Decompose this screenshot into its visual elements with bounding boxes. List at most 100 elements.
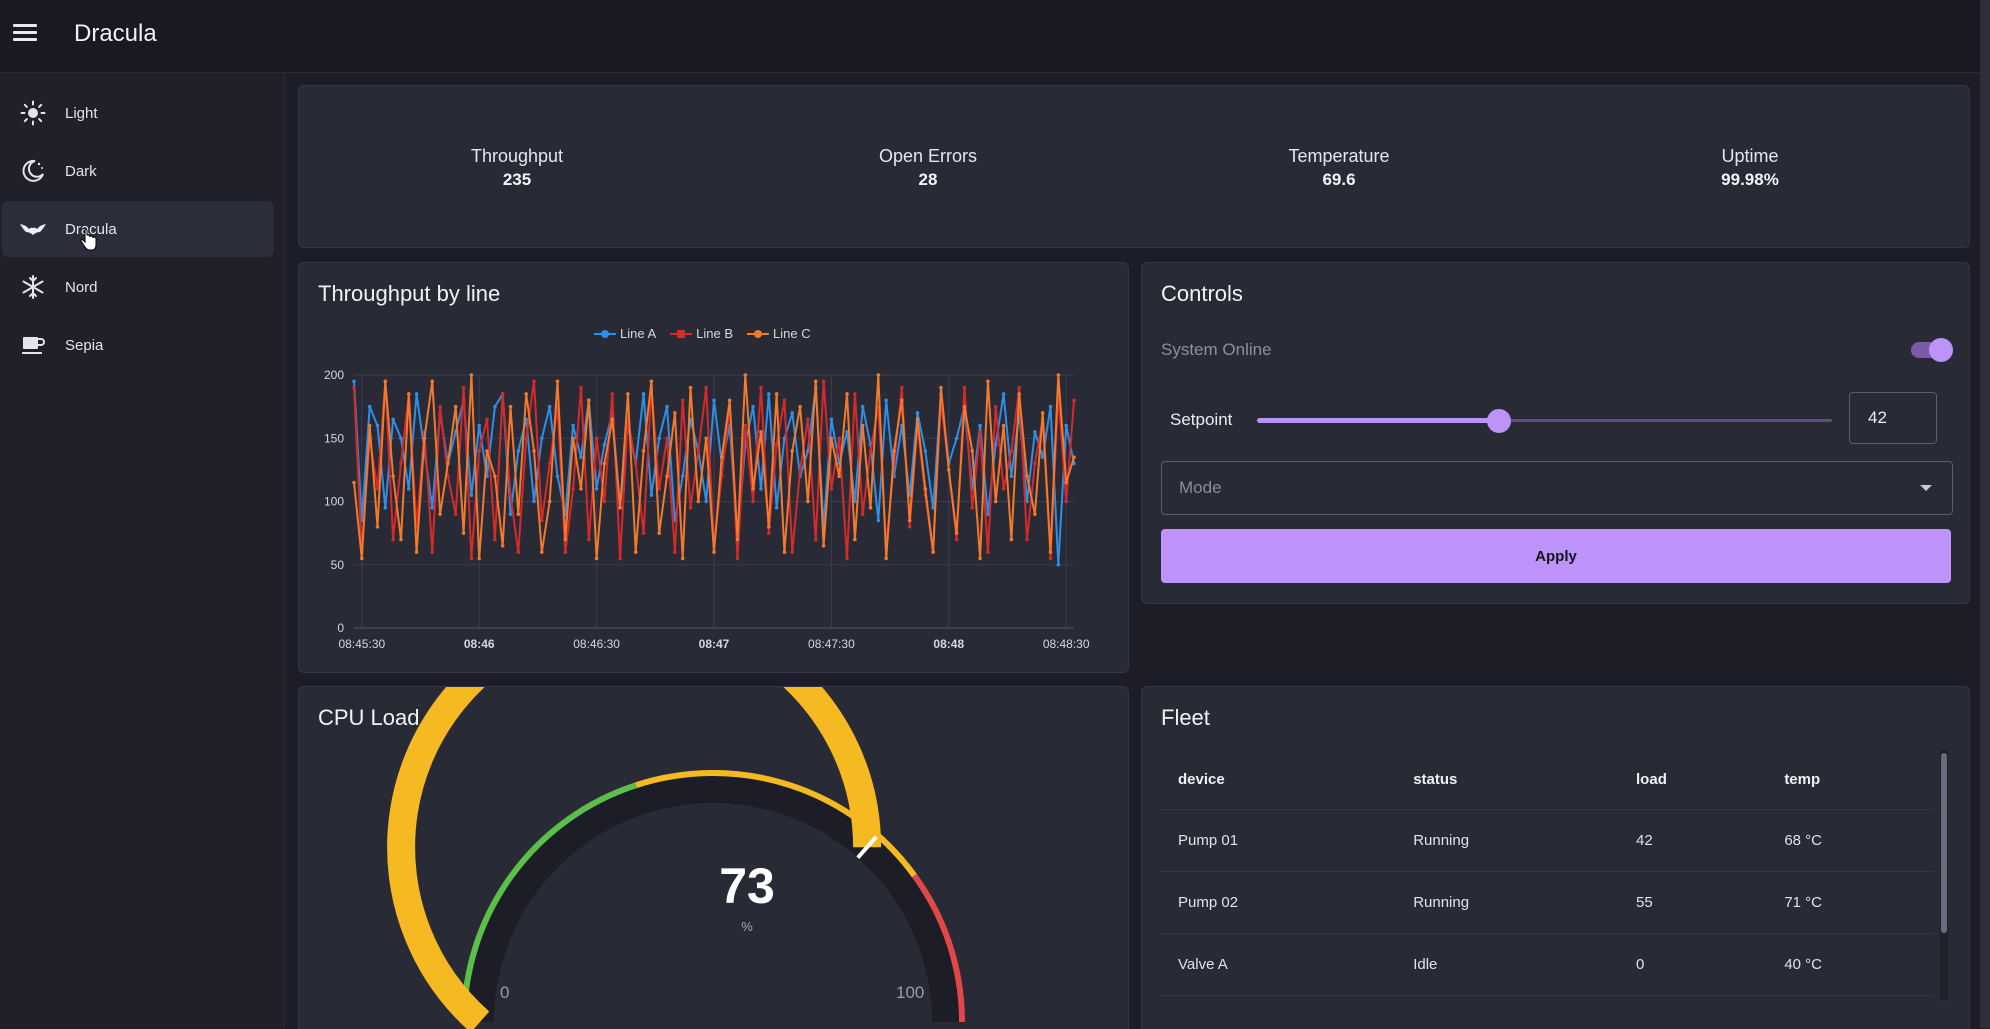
data-point xyxy=(391,537,395,542)
table-row[interactable]: Valve A Idle 0 40 °C xyxy=(1160,933,1935,996)
data-point xyxy=(430,506,435,510)
kpi-label: Throughput xyxy=(470,146,564,166)
data-point xyxy=(688,385,693,390)
data-point xyxy=(524,392,528,396)
data-point xyxy=(563,537,568,542)
data-point xyxy=(453,404,458,409)
column-header-status[interactable]: status xyxy=(1395,749,1619,810)
data-point xyxy=(555,474,560,478)
data-point xyxy=(766,392,771,396)
data-point xyxy=(759,487,763,491)
data-point xyxy=(759,385,763,390)
setpoint-slider[interactable] xyxy=(1257,409,1832,433)
legend-item-line-a[interactable]: Line A xyxy=(594,326,656,341)
apply-button[interactable]: Apply xyxy=(1161,529,1951,583)
gauge-band xyxy=(911,873,965,1023)
data-point xyxy=(806,499,810,504)
sidebar-item-dark[interactable]: Dark xyxy=(2,143,274,199)
data-point xyxy=(422,436,427,441)
data-point xyxy=(821,379,826,384)
data-point xyxy=(790,449,795,453)
data-point xyxy=(946,468,951,472)
column-header-load[interactable]: load xyxy=(1618,749,1767,810)
data-point xyxy=(540,550,544,554)
data-point xyxy=(1001,423,1006,428)
legend-swatch xyxy=(670,329,693,339)
sidebar-item-nord[interactable]: Nord xyxy=(2,259,274,315)
setpoint-input[interactable] xyxy=(1849,392,1937,444)
data-point xyxy=(1048,404,1053,409)
sidebar-item-sepia[interactable]: Sepia xyxy=(2,317,274,373)
system-online-toggle[interactable] xyxy=(1911,338,1953,362)
y-tick-label: 200 xyxy=(324,368,344,382)
table-scrollbar[interactable] xyxy=(1940,749,1948,1001)
legend-item-line-b[interactable]: Line B xyxy=(670,326,733,341)
data-point xyxy=(751,487,755,491)
menu-icon[interactable] xyxy=(13,24,37,42)
column-header-device[interactable]: device xyxy=(1160,749,1396,810)
cell-load: 0 xyxy=(1618,933,1767,996)
data-point xyxy=(813,537,818,542)
data-point xyxy=(900,398,904,403)
data-point xyxy=(414,550,419,554)
data-point xyxy=(680,556,685,561)
fleet-card: Fleet device status load temp Pump 01 Ru… xyxy=(1141,686,1970,1029)
data-point xyxy=(696,449,701,453)
data-point xyxy=(813,379,818,384)
data-point xyxy=(798,468,802,472)
data-point xyxy=(641,392,646,396)
sidebar-item-label: Nord xyxy=(65,278,98,296)
data-point xyxy=(1017,392,1022,396)
pointer-cursor-icon xyxy=(80,229,97,251)
legend-item-line-c[interactable]: Line C xyxy=(747,326,811,341)
data-point xyxy=(704,436,708,441)
data-point xyxy=(586,537,591,542)
legend-label: Line C xyxy=(773,326,811,341)
x-tick-label: 08:46 xyxy=(464,637,495,651)
gauge-track xyxy=(466,775,960,1023)
data-point xyxy=(680,398,685,403)
cell-load: 42 xyxy=(1618,809,1767,872)
data-point xyxy=(430,379,435,384)
data-point xyxy=(579,487,583,491)
data-point xyxy=(516,550,521,554)
column-header-temp[interactable]: temp xyxy=(1766,749,1935,810)
sidebar-item-dracula[interactable]: Dracula xyxy=(2,201,274,257)
cell-load: 55 xyxy=(1618,871,1767,934)
mode-select[interactable]: Mode xyxy=(1161,461,1953,515)
data-point xyxy=(986,379,990,384)
data-point xyxy=(500,392,505,396)
data-point xyxy=(540,436,544,441)
legend-label: Line A xyxy=(620,326,657,341)
data-point xyxy=(704,385,708,390)
data-point xyxy=(860,404,865,409)
data-point xyxy=(438,512,442,516)
y-tick-label: 150 xyxy=(324,431,344,445)
data-point xyxy=(868,449,873,453)
gauge-value-arc xyxy=(387,687,882,1029)
kpi-value: 69.6 xyxy=(1322,170,1356,189)
data-point xyxy=(900,385,904,390)
data-point xyxy=(406,487,411,491)
y-tick-label: 100 xyxy=(324,495,344,509)
table-row[interactable]: Pump 02 Running 55 71 °C xyxy=(1160,871,1935,934)
data-point xyxy=(735,556,740,561)
data-point xyxy=(399,461,403,466)
data-point xyxy=(806,449,810,453)
data-point xyxy=(375,423,380,428)
data-point xyxy=(806,417,810,422)
data-point xyxy=(696,499,701,504)
data-point xyxy=(399,537,403,542)
data-point xyxy=(884,398,888,403)
sidebar-item-light[interactable]: Light xyxy=(2,85,274,141)
scrollbar-thumb[interactable] xyxy=(1941,753,1947,933)
slider-thumb[interactable] xyxy=(1486,409,1511,433)
data-point xyxy=(532,449,536,453)
table-row[interactable]: Pump 01 Running 42 68 °C xyxy=(1160,809,1935,872)
data-point xyxy=(680,474,685,478)
data-point xyxy=(743,373,748,377)
cell-status: Idle xyxy=(1395,933,1619,996)
data-point xyxy=(853,499,857,504)
mode-placeholder: Mode xyxy=(1179,478,1222,497)
cpu-load-card: CPU Load 73 % 0 100 xyxy=(298,686,1129,1029)
